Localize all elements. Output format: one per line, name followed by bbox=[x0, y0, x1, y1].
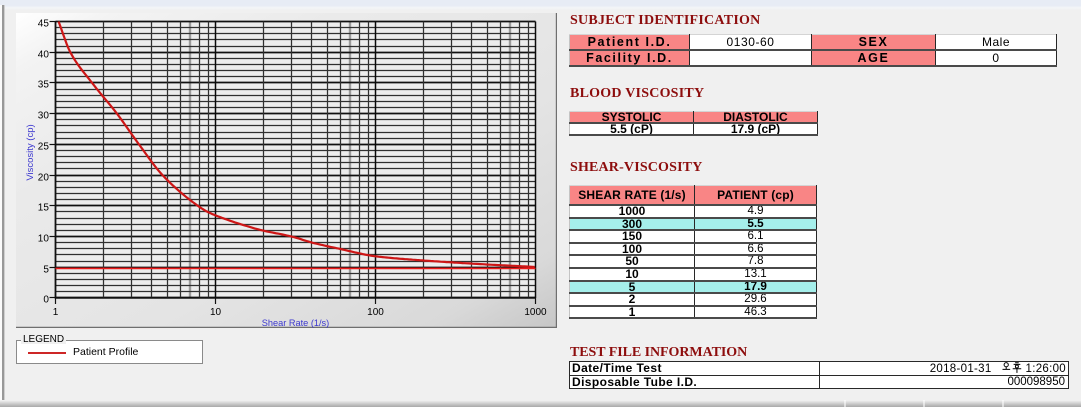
svg-text:1: 1 bbox=[53, 307, 59, 318]
svg-text:Shear Rate (1/s): Shear Rate (1/s) bbox=[262, 318, 329, 328]
svg-text:40: 40 bbox=[38, 50, 50, 61]
svg-text:5: 5 bbox=[43, 265, 49, 276]
svg-text:15: 15 bbox=[38, 203, 50, 214]
svg-text:35: 35 bbox=[38, 80, 50, 91]
svg-text:0: 0 bbox=[43, 295, 49, 306]
svg-text:10: 10 bbox=[210, 307, 222, 318]
svg-text:10: 10 bbox=[38, 234, 50, 245]
svg-text:1000: 1000 bbox=[524, 307, 547, 318]
svg-text:45: 45 bbox=[38, 19, 50, 30]
svg-text:Viscosity (cp): Viscosity (cp) bbox=[25, 124, 36, 180]
svg-text:25: 25 bbox=[38, 142, 50, 153]
svg-text:30: 30 bbox=[38, 111, 50, 122]
svg-text:100: 100 bbox=[367, 307, 384, 318]
svg-text:20: 20 bbox=[38, 173, 50, 184]
